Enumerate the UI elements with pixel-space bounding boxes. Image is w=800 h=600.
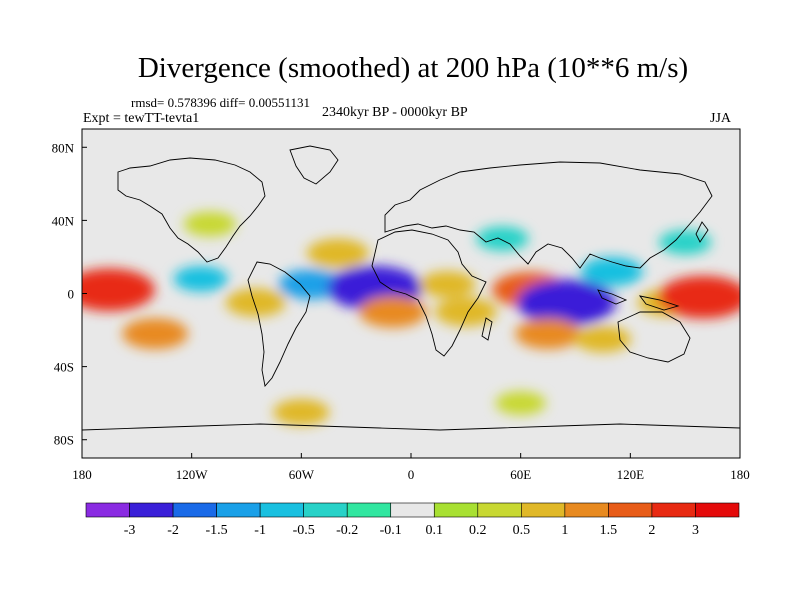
coast-madagascar <box>481 317 493 341</box>
divergence-feature <box>658 230 712 255</box>
colorbar-label: -1.5 <box>206 523 228 538</box>
divergence-feature <box>515 318 582 350</box>
x-tick-label: 180 <box>730 467 750 482</box>
colorbar-label: 3 <box>692 523 699 538</box>
divergence-feature <box>358 295 427 328</box>
colorbar-label: -2 <box>167 523 179 538</box>
colorbar: -3 -2 -1.5 -1 -0.5 -0.2 -0.1 0.1 0.2 0.5 1 1.5 2 3 <box>85 502 740 538</box>
divergence-contours <box>82 211 740 426</box>
colorbar-label: 2 <box>648 523 655 538</box>
colorbar-swatch <box>564 502 609 518</box>
colorbar-swatch <box>129 502 174 518</box>
divergence-feature <box>273 399 330 426</box>
y-tick-label: 80N <box>52 140 75 155</box>
x-tick-label: 60E <box>510 467 531 482</box>
colorbar-label: 1 <box>561 523 568 538</box>
divergence-feature <box>658 275 740 319</box>
map-area <box>82 129 740 458</box>
period-label: 2340kyr BP - 0000kyr BP <box>322 105 468 120</box>
coast-greenland <box>289 145 339 185</box>
colorbar-label: 1.5 <box>600 523 618 538</box>
x-tick-label: 120E <box>617 467 645 482</box>
x-tick-label: 60W <box>289 467 315 482</box>
coast-north-america <box>117 157 266 263</box>
divergence-feature <box>434 297 497 327</box>
colorbar-swatch <box>651 502 696 518</box>
colorbar-label: -0.1 <box>380 523 402 538</box>
colorbar-swatch <box>303 502 348 518</box>
rmsd-diff-label: rmsd= 0.578396 diff= 0.00551131 <box>131 95 310 110</box>
y-axis: 80N 40N 0 40S 80S <box>52 140 87 448</box>
coast-australia <box>617 311 691 363</box>
coast-japan <box>695 221 709 243</box>
divergence-feature <box>306 238 369 268</box>
season-label: JJA <box>710 111 732 126</box>
colorbar-swatch <box>608 502 653 518</box>
y-tick-label: 40S <box>54 360 74 375</box>
divergence-feature <box>173 266 229 292</box>
divergence-feature <box>476 226 529 251</box>
colorbar-label: 0.2 <box>469 523 487 538</box>
divergence-feature <box>183 211 237 237</box>
divergence-feature <box>517 279 616 326</box>
colorbar-label: -1 <box>254 523 266 538</box>
colorbar-swatch <box>695 502 740 518</box>
divergence-feature <box>419 271 476 298</box>
colorbar-swatch <box>346 502 392 518</box>
divergence-feature <box>495 391 546 416</box>
colorbar-swatch <box>521 502 566 518</box>
x-tick-label: 180 <box>72 467 92 482</box>
y-tick-label: 0 <box>68 287 75 302</box>
x-tick-label: 0 <box>408 467 415 482</box>
divergence-feature <box>122 318 189 350</box>
colorbar-label: -3 <box>124 523 136 538</box>
coast-africa <box>371 229 487 357</box>
colorbar-swatch <box>85 502 130 518</box>
colorbar-label: 0.1 <box>426 523 444 538</box>
coast-antarctica <box>82 423 740 431</box>
colorbar-swatch <box>172 502 217 518</box>
experiment-label: Expt = tewTT-tevta1 <box>83 111 200 126</box>
colorbar-swatch <box>433 502 479 518</box>
divergence-feature <box>581 257 644 287</box>
x-tick-label: 120W <box>176 467 209 482</box>
colorbar-label: -0.2 <box>336 523 358 538</box>
colorbar-swatch <box>216 502 261 518</box>
colorbar-swatch <box>477 502 522 518</box>
divergence-feature <box>82 268 155 312</box>
divergence-feature <box>574 325 632 353</box>
colorbar-swatch <box>390 502 435 518</box>
colorbar-label: 0.5 <box>513 523 531 538</box>
y-tick-label: 80S <box>54 433 74 448</box>
coast-south-america <box>247 261 311 387</box>
colorbar-label: -0.5 <box>293 523 315 538</box>
coast-indonesia <box>597 289 628 305</box>
y-tick-label: 40N <box>52 213 75 228</box>
x-axis: 180 120W 60W 0 60E 120E 180 <box>72 453 750 482</box>
coast-new-guinea <box>638 295 680 311</box>
divergence-feature <box>225 288 286 317</box>
colorbar-swatch <box>259 502 304 518</box>
divergence-feature <box>278 269 343 300</box>
coastlines <box>82 145 740 431</box>
coast-eurasia <box>384 161 713 269</box>
chart-title: Divergence (smoothed) at 200 hPa (10**6 … <box>137 52 689 84</box>
